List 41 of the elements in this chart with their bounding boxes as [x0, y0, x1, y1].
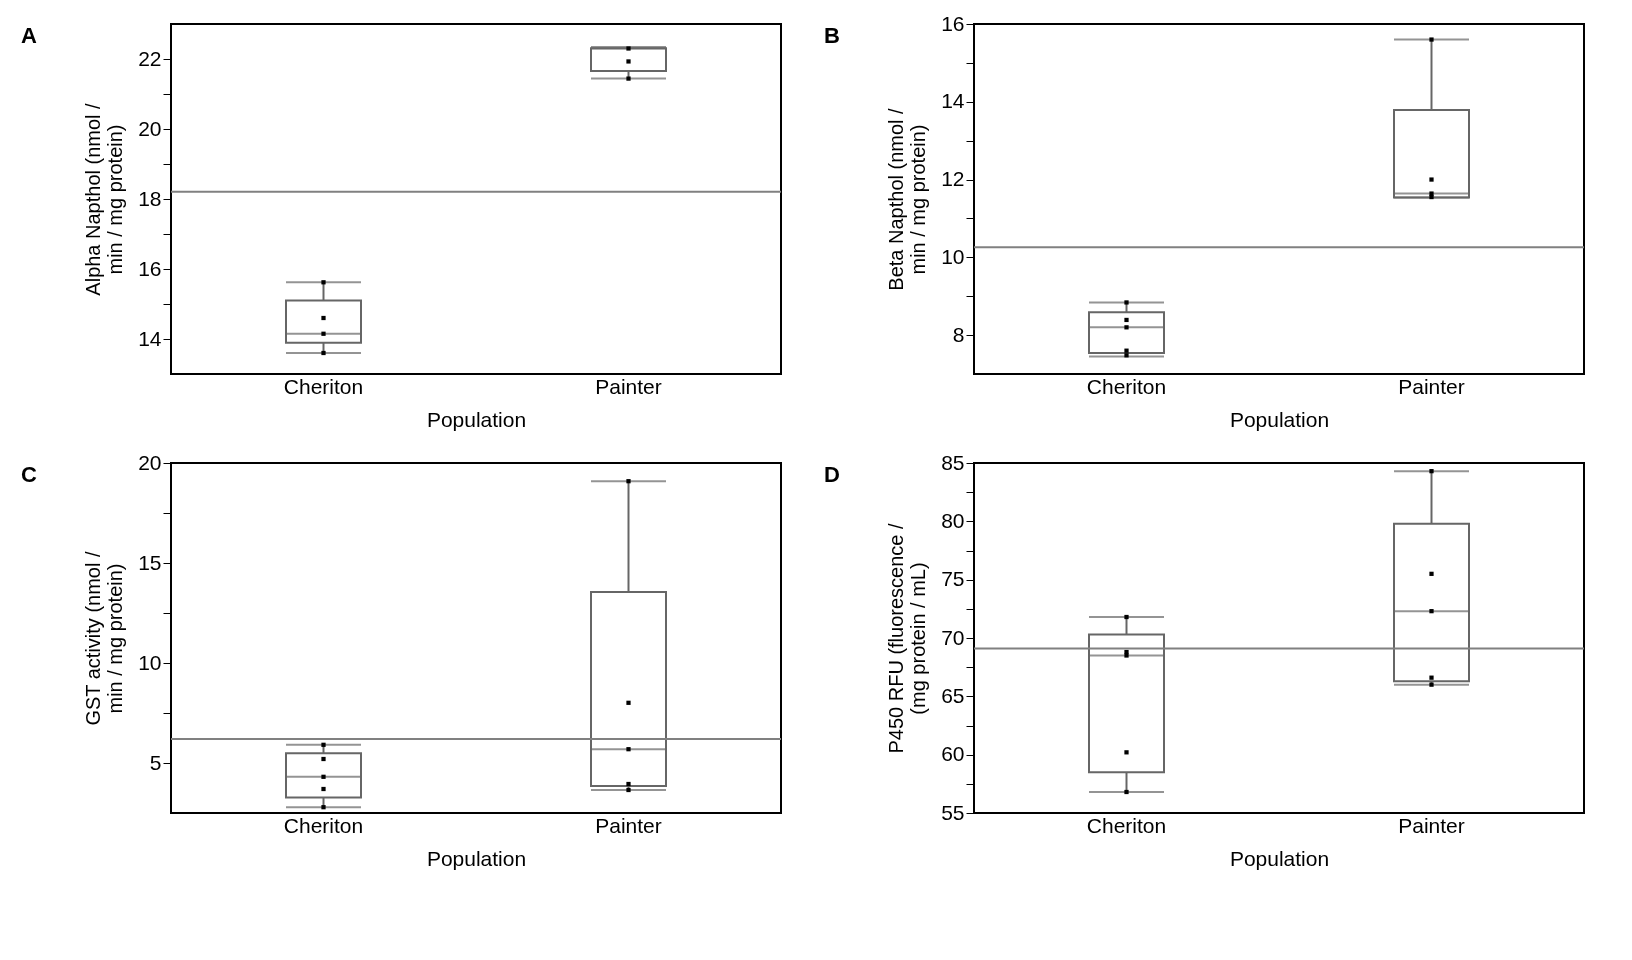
text: D [824, 462, 840, 487]
text: A [21, 23, 37, 48]
y-tick-label: 80 [941, 508, 965, 532]
y-tick-label: 85 [941, 450, 965, 474]
x-axis-title: Population [426, 407, 527, 431]
x-axis-title: Population [426, 846, 527, 870]
text: B [824, 23, 840, 48]
y-tick-label: 10 [941, 244, 965, 268]
x-tick-label: Painter [1398, 813, 1465, 837]
x-axis-title: Population [1229, 407, 1330, 431]
y-axis-title: Beta Napthol (nmol / min / mg protein) [885, 107, 930, 291]
y-axis-title: GST activity (nmol / min / mg protein) [82, 551, 127, 726]
y-axis-title: Alpha Napthol (nmol / min / mg protein) [82, 102, 127, 296]
y-axis-title: P450 RFU (fluorescence / (mg protein / mL) [885, 523, 930, 754]
y-tick-label: 15 [138, 550, 162, 574]
y-tick-label: 65 [941, 683, 965, 707]
y-tick-label: 70 [941, 625, 965, 649]
y-tick-label: 20 [138, 116, 162, 140]
y-tick-label: 16 [138, 256, 162, 280]
y-tick-label: 18 [138, 186, 162, 210]
x-tick-label: Cheriton [283, 813, 364, 837]
y-tick-label: 16 [941, 11, 965, 35]
y-tick-label: 60 [941, 742, 965, 766]
y-tick-label: 75 [941, 567, 965, 591]
x-tick-label: Painter [595, 374, 662, 398]
y-tick-label: 8 [952, 322, 965, 346]
x-tick-label: Painter [595, 813, 662, 837]
x-tick-label: Painter [1398, 374, 1465, 398]
y-tick-label: 14 [941, 89, 965, 113]
y-tick-label: 55 [941, 800, 965, 824]
y-tick-label: 20 [138, 450, 162, 474]
y-tick-label: 22 [138, 46, 162, 70]
x-tick-label: Cheriton [1086, 374, 1167, 398]
x-tick-label: Cheriton [283, 374, 364, 398]
x-tick-label: Cheriton [1086, 813, 1167, 837]
y-tick-label: 5 [149, 750, 162, 774]
y-tick-label: 12 [941, 167, 965, 191]
text: C [21, 462, 37, 487]
y-tick-label: 14 [138, 326, 162, 350]
x-axis-title: Population [1229, 846, 1330, 870]
y-tick-label: 10 [138, 650, 162, 674]
